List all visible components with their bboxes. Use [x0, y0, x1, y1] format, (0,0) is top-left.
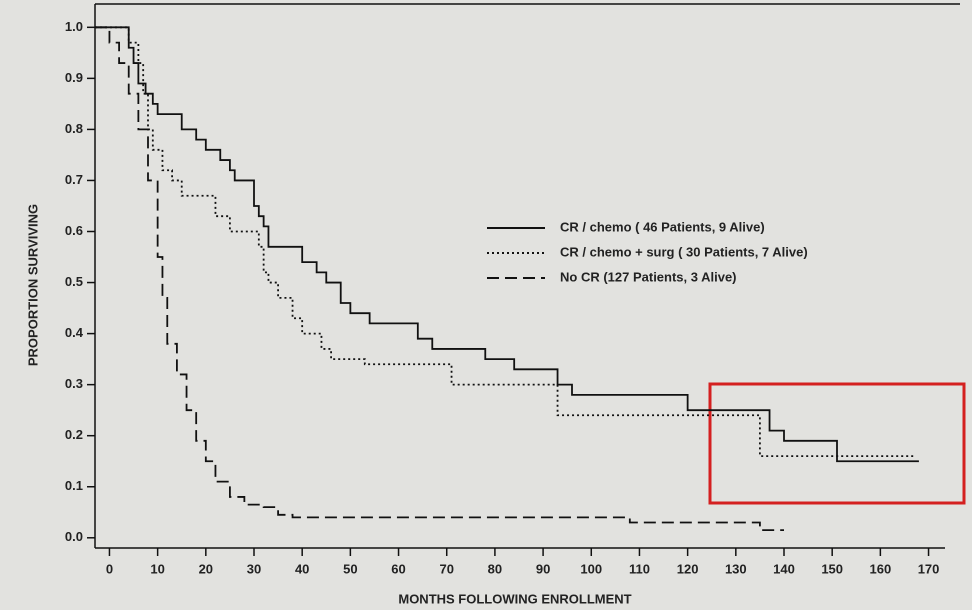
y-tick-label: 0.6 — [65, 223, 83, 238]
x-tick-label: 30 — [247, 561, 261, 576]
y-tick-label: 0.4 — [65, 325, 84, 340]
y-tick-label: 0.8 — [65, 121, 83, 136]
legend-label: CR / chemo + surg ( 30 Patients, 7 Alive… — [560, 244, 808, 259]
y-tick-label: 0.5 — [65, 274, 83, 289]
survival-curve — [95, 26, 919, 463]
y-tick-label: 1.0 — [65, 19, 83, 34]
x-tick-label: 20 — [199, 561, 213, 576]
x-tick-label: 70 — [439, 561, 453, 576]
x-tick-label: 60 — [391, 561, 405, 576]
y-tick-label: 0.0 — [65, 529, 83, 544]
y-axis-label: PROPORTION SURVIVING — [25, 204, 40, 366]
y-tick-label: 0.7 — [65, 172, 83, 187]
x-tick-label: 100 — [580, 561, 602, 576]
y-tick-label: 0.3 — [65, 376, 83, 391]
legend-label: No CR (127 Patients, 3 Alive) — [560, 269, 737, 284]
x-tick-label: 50 — [343, 561, 357, 576]
survival-curve — [95, 26, 784, 532]
y-tick-label: 0.2 — [65, 427, 83, 442]
x-tick-label: 140 — [773, 561, 795, 576]
x-tick-label: 160 — [870, 561, 892, 576]
x-tick-label: 0 — [106, 561, 113, 576]
y-tick-label: 0.1 — [65, 478, 83, 493]
x-tick-label: 80 — [488, 561, 502, 576]
x-tick-label: 120 — [677, 561, 699, 576]
y-tick-label: 0.9 — [65, 70, 83, 85]
x-tick-label: 40 — [295, 561, 309, 576]
x-tick-label: 170 — [918, 561, 940, 576]
x-tick-label: 110 — [629, 561, 650, 576]
x-axis-label: MONTHS FOLLOWING ENROLLMENT — [398, 591, 631, 606]
highlight-box — [708, 382, 966, 505]
legend-label: CR / chemo ( 46 Patients, 9 Alive) — [560, 219, 765, 234]
x-tick-label: 150 — [821, 561, 843, 576]
survival-curve — [95, 26, 915, 458]
x-tick-label: 10 — [150, 561, 164, 576]
x-tick-label: 130 — [725, 561, 747, 576]
x-tick-label: 90 — [536, 561, 550, 576]
